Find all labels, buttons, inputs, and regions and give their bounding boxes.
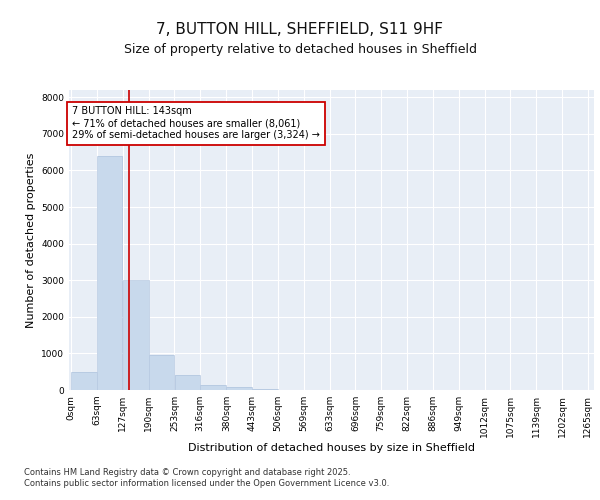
- Bar: [97, 156, 122, 390]
- Bar: [71, 372, 97, 390]
- Bar: [252, 388, 278, 390]
- Bar: [226, 387, 252, 390]
- Bar: [123, 280, 149, 390]
- Bar: [123, 280, 149, 390]
- Text: Contains HM Land Registry data © Crown copyright and database right 2025.
Contai: Contains HM Land Registry data © Crown c…: [24, 468, 389, 487]
- Y-axis label: Number of detached properties: Number of detached properties: [26, 152, 35, 328]
- Bar: [252, 388, 278, 390]
- Bar: [149, 355, 175, 390]
- Text: 7, BUTTON HILL, SHEFFIELD, S11 9HF: 7, BUTTON HILL, SHEFFIELD, S11 9HF: [157, 22, 443, 38]
- Bar: [200, 384, 226, 390]
- Bar: [149, 355, 175, 390]
- Bar: [71, 372, 97, 390]
- Text: 7 BUTTON HILL: 143sqm
← 71% of detached houses are smaller (8,061)
29% of semi-d: 7 BUTTON HILL: 143sqm ← 71% of detached …: [72, 106, 320, 140]
- Text: Size of property relative to detached houses in Sheffield: Size of property relative to detached ho…: [124, 42, 476, 56]
- Bar: [175, 376, 200, 390]
- Bar: [97, 156, 122, 390]
- Bar: [200, 384, 226, 390]
- Bar: [175, 376, 200, 390]
- X-axis label: Distribution of detached houses by size in Sheffield: Distribution of detached houses by size …: [188, 442, 475, 452]
- Bar: [226, 387, 252, 390]
